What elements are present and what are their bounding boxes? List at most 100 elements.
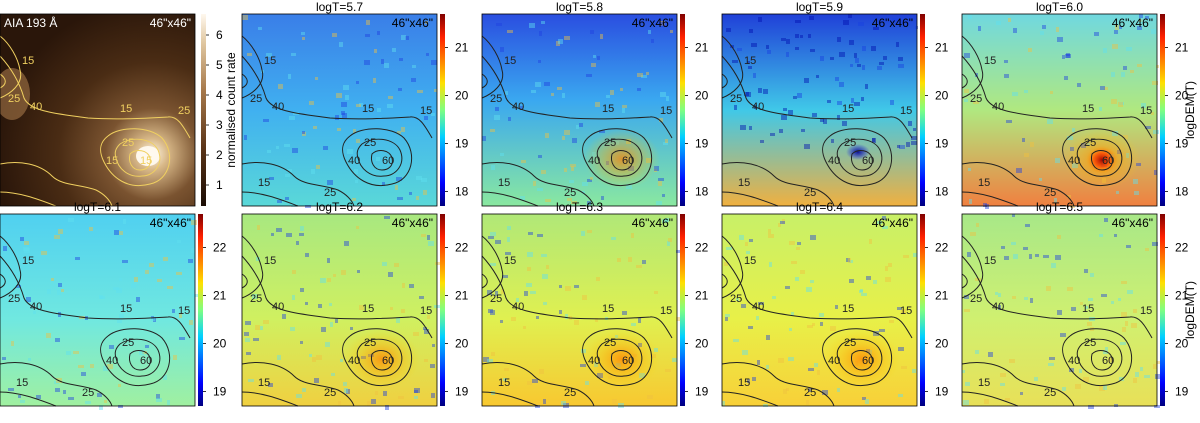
- colorbar-tick-label: 22: [695, 241, 709, 255]
- contour-label: 15: [660, 105, 672, 117]
- dem-pixel: [26, 297, 31, 302]
- dem-pixel: [744, 92, 749, 96]
- dem-pixel: [1060, 333, 1066, 337]
- dem-pixel: [806, 400, 809, 405]
- dem-pixel: [47, 289, 51, 294]
- dem-pixel: [156, 398, 162, 402]
- fov-label: 46"x46": [392, 216, 433, 230]
- dem-pixel: [648, 30, 651, 34]
- dem-pixel: [1056, 27, 1059, 32]
- dem-pixel: [795, 277, 799, 281]
- dem-pixel: [296, 394, 302, 398]
- dem-pixel: [913, 253, 917, 257]
- dem-pixel: [55, 388, 60, 392]
- dem-pixel: [901, 366, 907, 369]
- dem-pixel: [964, 99, 968, 102]
- dem-pixel: [402, 283, 405, 288]
- dem-pixel: [800, 270, 805, 274]
- dem-pixel: [1104, 87, 1108, 90]
- dem-pixel: [302, 388, 306, 392]
- dem-pixel: [365, 34, 370, 37]
- dem-pixel: [556, 41, 560, 46]
- dem-pixel: [419, 296, 424, 299]
- dem-pixel: [587, 230, 592, 233]
- contour-label: 40: [272, 101, 284, 113]
- dem-pixel: [1080, 302, 1083, 305]
- dem-pixel: [747, 61, 750, 64]
- dem-pixel: [347, 149, 353, 154]
- dem-pixel: [854, 53, 857, 58]
- dem-pixel: [885, 266, 888, 271]
- dem-pixel: [401, 127, 405, 132]
- dem-pixel: [424, 116, 428, 120]
- dem-pixel: [1121, 312, 1127, 317]
- dem-pixel: [305, 253, 309, 257]
- dem-pixel: [571, 201, 577, 204]
- panel-frame: [0, 13, 196, 207]
- dem-pixel: [1156, 65, 1159, 68]
- dem-pixel: [1101, 294, 1107, 297]
- dem-pixel: [325, 342, 330, 347]
- dem-pixel: [292, 270, 296, 274]
- dem-pixel: [872, 138, 876, 143]
- dem-pixel: [543, 302, 547, 305]
- dem-pixel: [848, 14, 852, 18]
- dem-pixel: [791, 261, 797, 264]
- dem-pixel: [1077, 83, 1081, 87]
- dem-pixel: [888, 263, 892, 267]
- dem-pixel: [516, 298, 519, 302]
- dem-pixel: [1151, 29, 1156, 34]
- dem-pixel: [302, 131, 305, 134]
- dem-pixel: [532, 379, 538, 383]
- dem-pixel: [3, 246, 7, 251]
- dem-pixel: [495, 240, 501, 244]
- aia-map: [0, 14, 195, 206]
- contour-label: 25: [82, 387, 94, 399]
- colorbar-tick-label: 21: [213, 289, 227, 303]
- dem-pixel: [968, 168, 971, 171]
- dem-pixel: [1099, 107, 1102, 111]
- dem-pixel: [545, 133, 549, 138]
- dem-pixel: [58, 229, 63, 234]
- dem-pixel: [504, 368, 509, 371]
- contour-label: 15: [120, 303, 132, 315]
- dem-pixel: [810, 49, 815, 52]
- dem-pixel: [300, 288, 304, 292]
- dem-pixel: [978, 26, 981, 31]
- dem-pixel: [57, 290, 61, 295]
- dem-pixel: [107, 364, 113, 369]
- dem-pixel: [131, 283, 136, 288]
- contour-label: 15: [738, 377, 750, 389]
- dem-pixel: [1115, 25, 1119, 30]
- dem-pixel: [800, 35, 803, 38]
- dem-pixel: [862, 46, 866, 51]
- panel-title: logT=6.4: [796, 200, 843, 214]
- dem-pixel: [500, 47, 504, 52]
- contour-label: 15: [744, 55, 756, 67]
- dem-pixel: [599, 130, 605, 133]
- contour-label: 60: [862, 355, 874, 367]
- dem-pixel: [1035, 254, 1039, 257]
- dem-pixel: [646, 72, 649, 75]
- dem-pixel: [179, 313, 182, 318]
- dem-pixel: [591, 63, 596, 67]
- dem-pixel: [528, 232, 533, 235]
- dem-pixel: [385, 405, 389, 410]
- dem-pixel: [998, 293, 1001, 297]
- dem-pixel: [748, 326, 753, 329]
- dem-pixel: [896, 42, 899, 47]
- dem-pixel: [242, 15, 248, 20]
- dem-pixel: [58, 312, 61, 317]
- dem-pixel: [1006, 120, 1012, 123]
- dem-pixel: [1100, 86, 1105, 90]
- dem-pixel: [494, 115, 500, 120]
- dem-pixel: [768, 234, 774, 238]
- dem-pixel: [612, 399, 617, 404]
- colorbar-tick-label: 19: [455, 385, 469, 399]
- dem-pixel: [1141, 19, 1144, 23]
- dem-pixel: [85, 401, 91, 404]
- dem-pixel: [1087, 322, 1092, 326]
- dem-pixel: [315, 77, 318, 80]
- dem-pixel: [405, 36, 409, 40]
